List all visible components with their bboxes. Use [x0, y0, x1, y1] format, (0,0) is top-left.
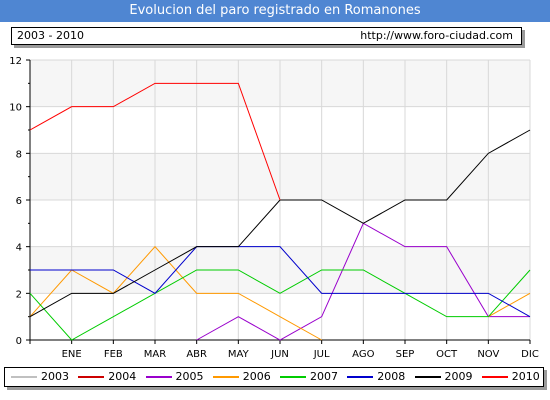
legend-swatch [347, 376, 374, 378]
legend-label: 2008 [377, 370, 406, 383]
y-tick-label: 2 [16, 289, 22, 300]
y-tick-label: 10 [9, 103, 22, 114]
legend-swatch [280, 376, 306, 378]
legend-label: 2004 [108, 370, 137, 383]
x-tick-label: AGO [352, 349, 374, 360]
series-line-2010 [29, 82, 281, 201]
legend-swatch [212, 376, 239, 378]
x-tick-label: ENE [62, 349, 82, 360]
y-tick-label: 4 [16, 243, 22, 254]
x-tick-label: NOV [477, 349, 499, 360]
x-tick-label: FEB [104, 349, 123, 360]
legend-swatch [78, 376, 105, 378]
x-tick-label: ABR [186, 349, 207, 360]
year-range: 2003 - 2010 [17, 29, 84, 42]
legend-label: 2009 [444, 370, 473, 383]
legend: 2003 2004 2005 2006 2007 2008 2009 2010 [4, 367, 544, 387]
x-tick-label: DIC [521, 349, 539, 360]
source-url: http://www.foro-ciudad.com [360, 29, 513, 42]
series-line-2007 [29, 269, 531, 341]
legend-swatch [11, 376, 37, 378]
x-tick-label: JUL [313, 349, 330, 360]
x-tick-label: MAR [144, 349, 166, 360]
x-tick-label: JUN [270, 349, 289, 360]
series-line-2008 [30, 246, 531, 318]
y-tick-label: 8 [16, 149, 22, 160]
legend-swatch [481, 376, 508, 378]
legend-swatch [145, 376, 172, 378]
legend-swatch [414, 376, 441, 378]
y-tick-label: 12 [9, 56, 22, 67]
legend-label: 2010 [511, 370, 540, 383]
chart-title: Evolucion del paro registrado en Romanon… [0, 0, 550, 22]
legend-label: 2005 [175, 370, 204, 383]
y-tick-label: 0 [16, 336, 22, 347]
x-tick-label: SEP [396, 349, 415, 360]
x-tick-label: OCT [436, 349, 458, 360]
legend-label: 2007 [310, 370, 338, 383]
info-bar: 2003 - 2010 http://www.foro-ciudad.com [11, 27, 522, 45]
y-tick-label: 6 [16, 196, 22, 207]
legend-label: 2006 [242, 370, 271, 383]
legend-label: 2003 [41, 370, 69, 383]
x-tick-label: MAY [228, 349, 250, 360]
